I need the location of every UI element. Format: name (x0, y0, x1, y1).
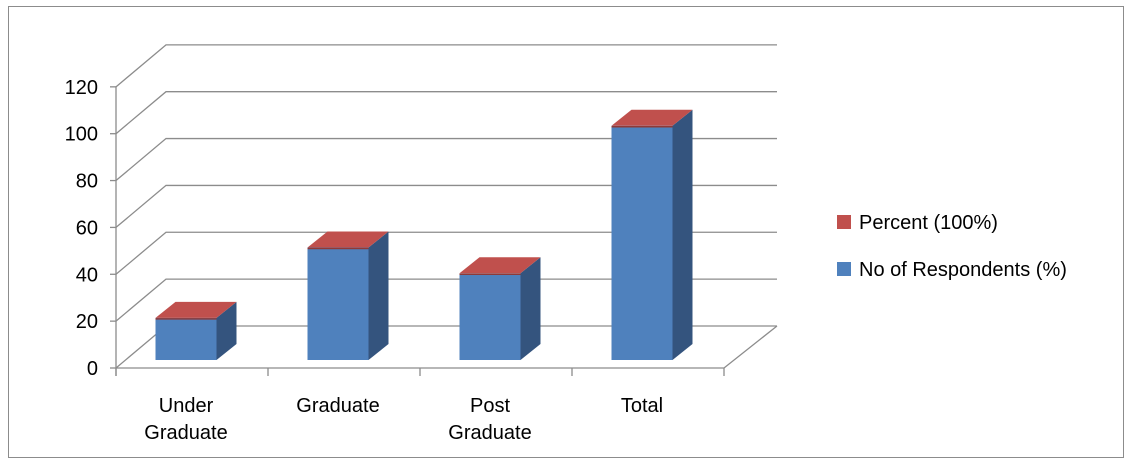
bar-side (520, 257, 541, 360)
labels-layer: 0 20 40 60 80 100 120 Under Graduate Graduate Post… (65, 77, 664, 444)
bar-top-cap (611, 109, 693, 126)
bar-top-cap (155, 301, 237, 318)
gridline (115, 184, 777, 228)
legend-label: Percent (100%) (859, 212, 998, 234)
gridline (115, 137, 777, 182)
bar-front (611, 125, 673, 360)
bar-front (155, 317, 217, 360)
bar-front (459, 273, 521, 360)
legend-label: No of Respondents (%) (859, 259, 1067, 281)
bar-side (672, 109, 693, 360)
legend-swatch (837, 262, 851, 276)
bar-top-cap (307, 231, 389, 248)
y-tick-label: 80 (76, 171, 98, 193)
y-tick-label: 40 (76, 264, 98, 286)
y-tick-label: 100 (65, 124, 98, 146)
bars-layer (155, 109, 693, 360)
axis-layer (110, 86, 725, 376)
y-tick-label: 20 (76, 311, 98, 333)
y-tick-label: 0 (87, 358, 98, 380)
x-category-label: Graduate (296, 395, 379, 417)
gridline (115, 91, 777, 135)
gridline (115, 44, 777, 88)
chart-svg: 0 20 40 60 80 100 120 Under Graduate Graduate Post… (65, 44, 1067, 444)
x-category-label: Post (470, 395, 510, 417)
x-category-label: Under (159, 395, 214, 417)
bar-side (368, 231, 389, 360)
y-tick-label: 120 (65, 77, 98, 99)
bar-front (307, 247, 369, 360)
x-category-label: Graduate (448, 422, 531, 444)
bar-top-cap (459, 257, 541, 274)
y-tick-label: 60 (76, 217, 98, 239)
x-category-label: Total (621, 395, 663, 417)
bar-side (216, 301, 237, 360)
gridline (115, 278, 777, 322)
legend: Percent (100%) No of Respondents (%) (837, 212, 1067, 281)
x-category-label: Graduate (144, 422, 227, 444)
gridline (115, 231, 777, 275)
chart-frame: 0 20 40 60 80 100 120 Under Graduate Graduate Post… (8, 6, 1124, 458)
legend-swatch (837, 215, 851, 229)
